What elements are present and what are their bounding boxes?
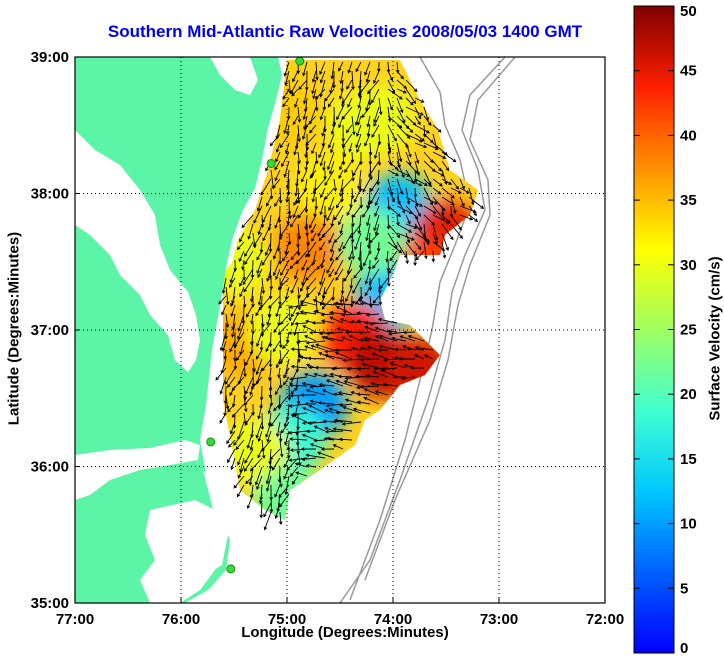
colorbar-tick-label: 20 [680, 386, 697, 403]
colorbar-tick-label: 30 [680, 257, 697, 274]
colorbar-tick-label: 10 [680, 516, 697, 533]
colorbar-tick-label: 15 [680, 451, 697, 468]
x-tick-label: 76:00 [162, 611, 200, 628]
colorbar-ticks: 0 5 10 15 20 25 30 35 40 45 50 [634, 3, 697, 657]
arrow-set [215, 61, 485, 531]
colorbar [633, 5, 675, 654]
y-tick-label: 35:00 [31, 595, 69, 612]
delaware-bay [210, 57, 258, 95]
barrier-island-water [203, 470, 228, 570]
y-tick-label: 39:00 [31, 49, 69, 66]
colorbar-tick-label: 35 [680, 192, 697, 209]
speed-region [247, 296, 316, 364]
colorbar-tick-label: 45 [680, 63, 697, 80]
x-tick-label: 77:00 [56, 611, 94, 628]
speed-region [348, 84, 417, 153]
colorbar-tick-label: 25 [680, 322, 697, 339]
colorbar-tick-label: 0 [680, 640, 688, 657]
x-tick-label: 75:00 [268, 611, 306, 628]
x-tick-label: 72:00 [586, 611, 624, 628]
x-tick-label: 73:00 [480, 611, 518, 628]
velocity-arrows [215, 61, 485, 531]
radar-site-marker [266, 158, 276, 168]
y-axis-ticks: 35:00 36:00 37:00 38:00 39:00 [31, 49, 80, 612]
pamlico-sound [140, 500, 222, 603]
map-title: Southern Mid-Atlantic Raw Velocities 200… [107, 22, 583, 41]
radar-site-marker [295, 57, 305, 66]
y-tick-label: 37:00 [31, 322, 69, 339]
x-axis-ticks: 77:00 76:00 75:00 74:00 73:00 72:00 [56, 598, 624, 628]
x-tick-label: 74:00 [374, 611, 412, 628]
radar-site-marker [226, 564, 236, 574]
x-axis-label: Longitude (Degrees:Minutes) [241, 624, 449, 641]
colorbar-tick-label: 50 [680, 3, 697, 20]
bathymetry-contours [339, 57, 516, 603]
y-tick-label: 38:00 [31, 186, 69, 203]
radar-sites [206, 57, 305, 574]
colorbar-tick-label: 5 [680, 580, 688, 597]
y-tick-label: 36:00 [31, 459, 69, 476]
chesapeake-bay [75, 130, 200, 372]
colorbar-tick-label: 40 [680, 127, 697, 144]
grid-lines [75, 57, 605, 603]
radar-site-marker [206, 437, 216, 447]
albemarle-sound [75, 440, 200, 500]
